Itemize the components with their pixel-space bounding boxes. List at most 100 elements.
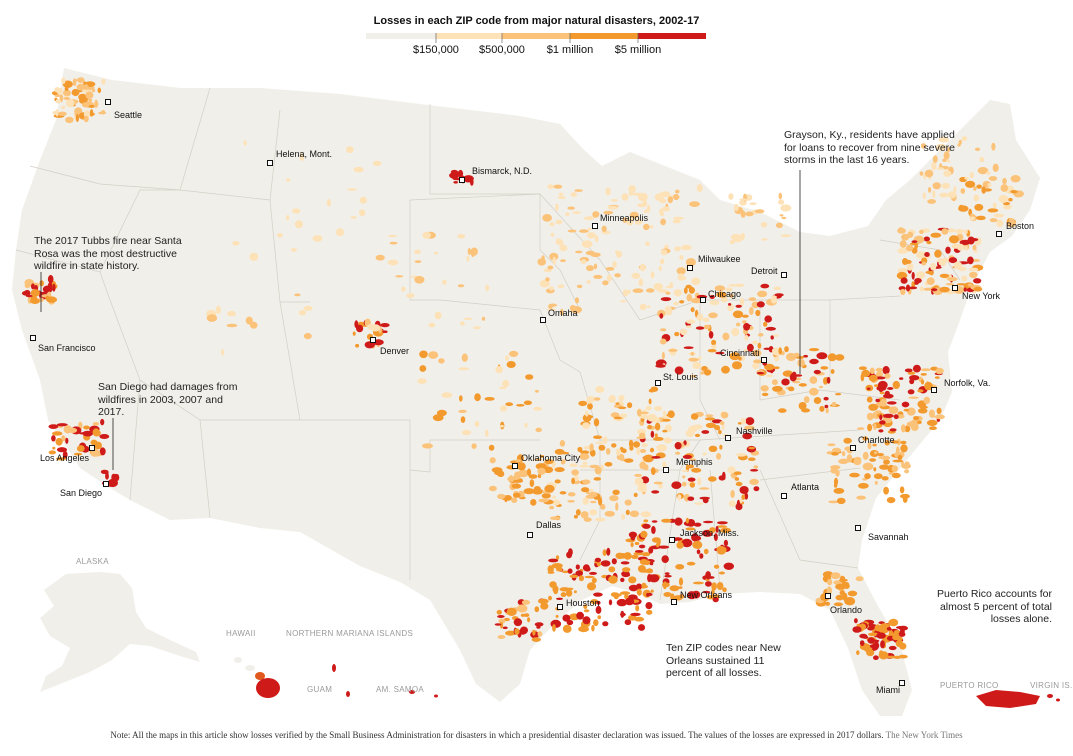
loss-cluster-patch: [949, 235, 959, 244]
loss-cluster-patch: [535, 427, 542, 433]
loss-cluster-patch: [346, 146, 354, 154]
loss-cluster-patch: [594, 466, 602, 475]
loss-cluster-patch: [615, 552, 624, 559]
loss-cluster-patch: [827, 353, 837, 362]
loss-cluster-patch: [889, 428, 897, 432]
loss-cluster-patch: [739, 198, 747, 201]
loss-cluster-patch: [592, 211, 600, 218]
loss-cluster-patch: [920, 368, 931, 372]
loss-cluster-patch: [628, 584, 639, 592]
loss-cluster-patch: [65, 116, 74, 124]
loss-cluster-patch: [523, 400, 533, 406]
loss-cluster-patch: [457, 284, 465, 288]
loss-cluster-patch: [61, 77, 66, 84]
loss-cluster-patch: [637, 484, 646, 492]
loss-cluster-patch: [660, 297, 672, 302]
loss-cluster-patch: [610, 412, 620, 418]
city-marker-cincinnati: [761, 357, 767, 363]
loss-cluster-patch: [583, 604, 588, 609]
loss-cluster-patch: [616, 598, 628, 607]
loss-cluster-patch: [803, 396, 810, 404]
loss-cluster-patch: [936, 407, 942, 414]
loss-cluster-patch: [900, 440, 907, 445]
loss-cluster-patch: [548, 595, 552, 601]
loss-cluster-patch: [620, 561, 630, 565]
loss-cluster-patch: [550, 516, 561, 520]
loss-cluster-patch: [873, 451, 878, 455]
loss-cluster-patch: [505, 402, 514, 407]
loss-cluster-patch: [708, 312, 718, 319]
loss-cluster-patch: [586, 396, 593, 404]
loss-cluster-patch: [740, 210, 746, 218]
loss-cluster-patch: [98, 111, 107, 115]
loss-cluster-patch: [797, 359, 805, 367]
loss-cluster-patch: [886, 626, 892, 631]
loss-cluster-patch: [907, 389, 915, 395]
loss-cluster-patch: [683, 520, 695, 527]
loss-cluster-patch: [731, 361, 743, 370]
loss-cluster-patch: [639, 449, 647, 453]
loss-cluster-patch: [883, 393, 894, 399]
loss-cluster-patch: [976, 215, 986, 221]
loss-cluster-patch: [560, 259, 566, 263]
loss-cluster-patch: [736, 453, 747, 457]
loss-cluster-patch: [594, 235, 599, 243]
loss-cluster-patch: [531, 637, 541, 642]
loss-cluster-patch: [872, 443, 877, 447]
loss-cluster-patch: [636, 436, 646, 440]
loss-cluster-patch: [716, 291, 727, 298]
loss-cluster-patch: [100, 418, 105, 426]
loss-cluster-patch: [953, 186, 957, 194]
loss-cluster-patch: [48, 281, 53, 290]
loss-cluster-patch: [897, 227, 906, 234]
loss-cluster-patch: [569, 463, 578, 468]
loss-cluster-patch: [1010, 175, 1021, 183]
loss-cluster-patch: [613, 593, 622, 597]
city-marker-houston: [557, 604, 563, 610]
loss-cluster-patch: [624, 499, 632, 506]
loss-cluster-patch: [612, 261, 617, 268]
loss-cluster-patch: [582, 616, 591, 625]
loss-cluster-patch: [62, 451, 68, 459]
loss-cluster-patch: [924, 252, 930, 257]
loss-cluster-patch: [823, 396, 829, 401]
loss-cluster-patch: [630, 542, 634, 548]
loss-cluster-patch: [593, 274, 603, 279]
loss-cluster-patch: [65, 99, 75, 108]
loss-cluster-patch: [593, 592, 603, 597]
loss-cluster-patch: [961, 136, 968, 142]
loss-cluster-patch: [713, 533, 718, 541]
loss-cluster-patch: [608, 395, 616, 403]
loss-cluster-patch: [655, 542, 660, 548]
loss-cluster-patch: [380, 323, 390, 328]
loss-cluster-patch: [801, 408, 811, 413]
loss-cluster-patch: [460, 416, 466, 423]
loss-cluster-patch: [917, 389, 924, 393]
loss-cluster-patch: [921, 261, 927, 266]
loss-cluster-patch: [733, 471, 742, 476]
legend-title: Losses in each ZIP code from major natur…: [373, 15, 700, 27]
loss-cluster-patch: [887, 387, 894, 390]
loss-cluster-patch: [608, 575, 618, 584]
city-label-orlando: Orlando: [830, 605, 863, 615]
loss-cluster-patch: [645, 405, 652, 411]
loss-cluster-patch: [970, 213, 975, 217]
loss-cluster-patch: [998, 194, 1009, 203]
loss-cluster-patch: [562, 614, 571, 622]
loss-cluster-patch: [602, 549, 607, 556]
loss-cluster-patch: [973, 194, 980, 202]
loss-cluster-patch: [752, 340, 758, 345]
city-marker-savannah: [855, 525, 861, 531]
loss-cluster-patch: [967, 256, 974, 265]
loss-cluster-patch: [654, 468, 659, 473]
loss-cluster-patch: [685, 429, 695, 437]
loss-cluster-patch: [883, 459, 890, 465]
loss-cluster-patch: [646, 593, 650, 597]
loss-cluster-patch: [511, 497, 518, 503]
loss-cluster-patch: [703, 548, 709, 555]
loss-cluster-patch: [590, 449, 596, 457]
loss-cluster-patch: [589, 509, 598, 516]
loss-cluster-patch: [731, 327, 740, 337]
loss-cluster-patch: [809, 387, 819, 396]
loss-cluster-patch: [930, 262, 937, 271]
